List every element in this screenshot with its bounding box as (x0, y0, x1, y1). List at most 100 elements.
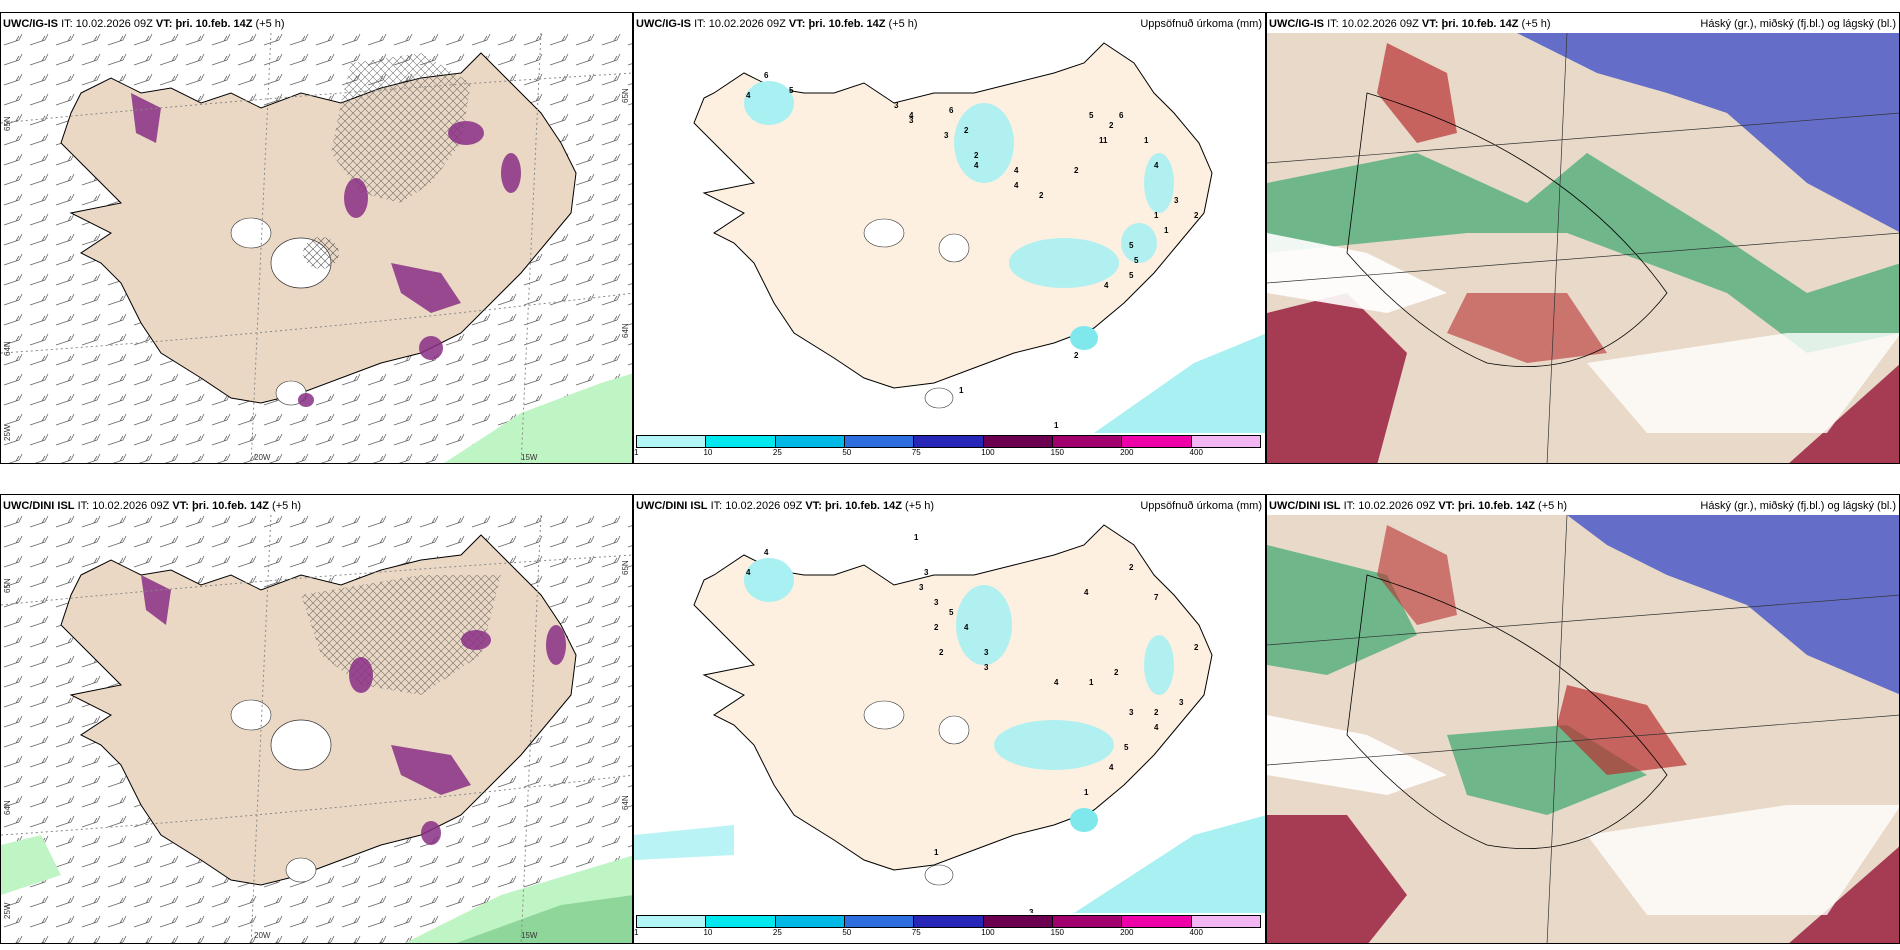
legend-swatch (983, 436, 1053, 447)
legend-tick: 10 (703, 448, 713, 457)
legend-tick: 200 (1120, 928, 1134, 937)
precip-value: 4 (909, 111, 914, 120)
lon-label: 15W (521, 453, 538, 462)
legend-tick: 75 (911, 928, 921, 937)
legend-swatch (844, 436, 915, 447)
wind-panel-top: UWC/IG-IS IT: 10.02.2026 09Z VT: þri. 10… (0, 12, 633, 464)
lat-label-right: 65N (621, 88, 630, 103)
legend-tick: 25 (772, 448, 782, 457)
wind-map (1, 33, 632, 463)
precip-value: 4 (964, 623, 969, 632)
precip-value: 1 (1154, 211, 1159, 220)
lon-label: 15W (521, 931, 538, 940)
precip-value: 2 (1114, 668, 1119, 677)
legend-swatch (706, 916, 776, 927)
precip-value: 6 (764, 71, 769, 80)
precip-value: 3 (934, 598, 939, 607)
precip-value: 3 (944, 131, 949, 140)
legend-swatch (914, 916, 984, 927)
legend-ticks: 1 10 25 50 75 100 150 200 400 (634, 448, 1261, 457)
legend-tick: 1 (634, 448, 639, 457)
legend-swatch (1052, 916, 1123, 927)
precip-value: 2 (1194, 211, 1199, 220)
lat-label-right: 64N (621, 795, 630, 810)
lon-label: 20W (254, 931, 271, 940)
precip-value: 11 (1099, 136, 1108, 145)
precip-value: 2 (1109, 121, 1114, 130)
precip-value: 2 (1039, 191, 1044, 200)
precip-value: 4 (1154, 723, 1159, 732)
legend-swatch (1122, 436, 1192, 447)
green-precip-area (444, 373, 632, 463)
precip-panel-bottom: UWC/DINI ISL IT: 10.02.2026 09Z VT: þri.… (633, 494, 1266, 944)
cloud-title: Háský (gr.), miðský (fj.bl.) og lágský (… (1700, 500, 1896, 512)
legend-tick: 1 (634, 928, 639, 937)
panel-header: UWC/IG-IS IT: 10.02.2026 09Z VT: þri. 10… (636, 18, 918, 30)
panel-header: UWC/DINI ISL IT: 10.02.2026 09Z VT: þri.… (1269, 500, 1568, 512)
wind-panel-bottom: UWC/DINI ISL IT: 10.02.2026 09Z VT: þri.… (0, 494, 633, 944)
precip-value: 2 (1074, 351, 1079, 360)
iceland-land (693, 42, 1213, 389)
legend-tick: 50 (842, 448, 852, 457)
precip-value: 3 (894, 101, 899, 110)
precip-value: 4 (1014, 181, 1019, 190)
legend-ticks: 1 10 25 50 75 100 150 200 400 (634, 928, 1261, 937)
legend-tick: 10 (703, 928, 713, 937)
precip-value: 1 (934, 848, 939, 857)
lon-edge-label: 25W (3, 424, 12, 441)
precip-legend: 1 10 25 50 75 100 150 200 400 (634, 915, 1261, 937)
legend-swatch (1052, 436, 1123, 447)
lat-label: 64N (3, 341, 12, 356)
legend-swatch (1191, 436, 1260, 447)
cloud-panel-bottom: UWC/DINI ISL IT: 10.02.2026 09Z VT: þri.… (1266, 494, 1900, 944)
legend-swatch (983, 916, 1053, 927)
legend-tick: 150 (1050, 448, 1065, 457)
precip-value: 5 (1129, 241, 1134, 250)
cloud-title: Háský (gr.), miðský (fj.bl.) og lágský (… (1700, 18, 1896, 30)
precip-value: 4 (1054, 678, 1059, 687)
precip-value: 5 (789, 86, 794, 95)
precip-value: 1 (1164, 226, 1169, 235)
purple-precip (131, 93, 161, 143)
precip-value: 5 (1089, 111, 1094, 120)
hatch-area (331, 53, 471, 203)
cloud-map (1267, 33, 1899, 463)
precip-value: 3 (924, 568, 929, 577)
panel-header: UWC/DINI ISL IT: 10.02.2026 09Z VT: þri.… (636, 500, 935, 512)
legend-swatch (637, 916, 707, 927)
precip-value: 2 (1129, 563, 1134, 572)
precip-value: 3 (1179, 698, 1184, 707)
legend-tick: 200 (1120, 448, 1134, 457)
legend-tick: 25 (772, 928, 782, 937)
precip-value: 4 (1014, 166, 1019, 175)
precip-value: 4 (746, 91, 751, 100)
precip-value: 7 (1154, 593, 1159, 602)
precip-value: 2 (974, 151, 979, 160)
legend-swatch (775, 916, 845, 927)
precip-value: 4 (974, 161, 979, 170)
legend-tick: 100 (981, 448, 995, 457)
precip-value: 4 (1084, 588, 1089, 597)
legend-tick: 100 (981, 928, 995, 937)
precip-value: 2 (1074, 166, 1079, 175)
precip-title: Uppsöfnuð úrkoma (mm) (1140, 18, 1262, 30)
legend-swatch (914, 436, 984, 447)
precip-value: 2 (939, 648, 944, 657)
lon-edge-label: 25W (3, 902, 12, 919)
precip-value: 4 (764, 548, 769, 557)
precip-value: 2 (1154, 708, 1159, 717)
lat-label: 65N (3, 116, 12, 131)
precip-value: 3 (984, 648, 989, 657)
precip-value: 5 (1134, 256, 1139, 265)
precip-value: 4 (746, 568, 751, 577)
precip-value: 2 (934, 623, 939, 632)
precip-value: 1 (914, 533, 919, 542)
precip-value: 5 (949, 608, 954, 617)
panel-header: UWC/IG-IS IT: 10.02.2026 09Z VT: þri. 10… (1269, 18, 1551, 30)
legend-tick: 400 (1189, 928, 1203, 937)
precip-title: Uppsöfnuð úrkoma (mm) (1140, 500, 1262, 512)
lat-label: 65N (3, 578, 12, 593)
panel-header: UWC/DINI ISL IT: 10.02.2026 09Z VT: þri.… (3, 500, 302, 512)
